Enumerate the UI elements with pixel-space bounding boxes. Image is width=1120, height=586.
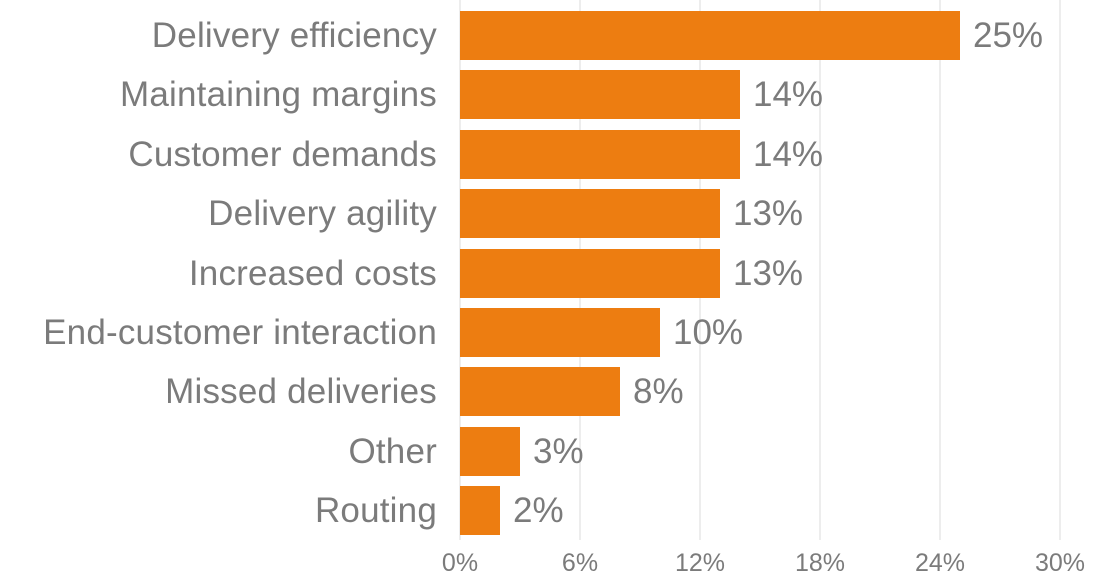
bar	[460, 426, 520, 476]
category-label: Maintaining margins	[119, 75, 437, 115]
category-label: Missed deliveries	[165, 372, 437, 412]
bar	[460, 367, 620, 417]
gridline-24%	[939, 0, 941, 540]
value-label: 14%	[753, 75, 824, 115]
category-label: Delivery agility	[208, 194, 437, 234]
value-label: 2%	[513, 491, 564, 531]
bar	[460, 248, 720, 298]
bar	[460, 486, 500, 536]
value-label: 10%	[673, 313, 744, 352]
value-label: 3%	[533, 431, 584, 471]
gridline-18%	[819, 0, 821, 540]
category-label: End-customer interaction	[43, 313, 437, 352]
bar	[460, 308, 660, 357]
value-label: 13%	[733, 253, 804, 293]
bar	[460, 70, 740, 120]
category-label: Increased costs	[188, 253, 437, 293]
value-label: 13%	[733, 194, 804, 234]
category-label: Customer demands	[128, 134, 437, 174]
category-label: Other	[348, 431, 437, 471]
value-label: 25%	[973, 16, 1044, 55]
axis-tick-label: 0%	[441, 549, 479, 577]
axis-tick-label: 18%	[794, 549, 846, 577]
value-label: 8%	[633, 372, 684, 412]
category-label: Routing	[314, 491, 437, 531]
category-label: Delivery efficiency	[151, 16, 437, 55]
bar	[460, 129, 740, 179]
axis-tick-label: 30%	[1034, 549, 1086, 577]
value-label: 14%	[753, 134, 824, 174]
axis-tick-label: 6%	[561, 549, 599, 577]
bar	[460, 11, 960, 60]
axis-tick-label: 24%	[914, 549, 966, 577]
gridline-30%	[1059, 0, 1061, 540]
bar	[460, 189, 720, 239]
axis-tick-label: 12%	[674, 549, 726, 577]
